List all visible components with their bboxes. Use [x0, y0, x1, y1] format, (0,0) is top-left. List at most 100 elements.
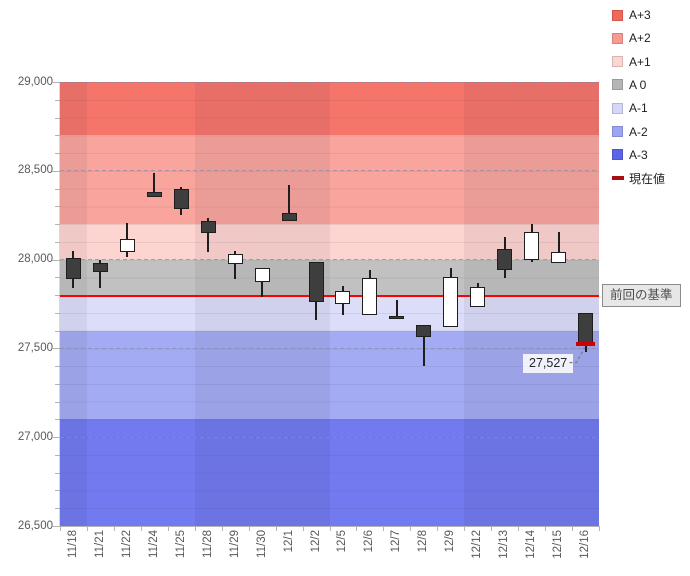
legend-swatch	[612, 79, 623, 91]
legend-label: A-1	[629, 101, 648, 116]
x-tick	[356, 526, 358, 531]
legend-item: A+1	[612, 55, 651, 69]
legend-current-value-marker	[612, 176, 624, 180]
legend-item: A-3	[612, 148, 648, 162]
week-shade	[60, 82, 87, 526]
candle-body	[362, 278, 378, 315]
x-axis-label: 11/21	[93, 530, 106, 558]
x-axis-label: 11/28	[201, 530, 214, 558]
y-tick	[55, 277, 60, 279]
gridline	[60, 170, 599, 172]
y-axis-label: 27,500	[17, 341, 53, 354]
y-tick	[55, 366, 60, 368]
x-tick	[545, 526, 547, 531]
x-tick	[518, 526, 520, 531]
x-axis-label: 12/5	[336, 530, 349, 553]
candle-wick	[288, 185, 291, 221]
candle-wick	[234, 250, 237, 280]
legend-label: A-3	[629, 147, 648, 162]
gridline	[60, 259, 599, 261]
y-tick	[55, 188, 60, 190]
gridline	[60, 82, 599, 83]
plot-area	[60, 82, 599, 526]
candle-body	[308, 262, 324, 303]
candle-body	[578, 312, 594, 344]
x-tick	[248, 526, 250, 531]
candle-body	[92, 263, 108, 273]
y-tick	[52, 437, 60, 439]
y-axis-label: 28,000	[17, 253, 53, 266]
y-tick	[55, 383, 60, 385]
y-tick	[55, 454, 60, 456]
candle-body	[416, 325, 432, 337]
x-tick	[329, 526, 331, 531]
y-tick	[55, 206, 60, 208]
legend-label: A+2	[629, 31, 651, 46]
y-tick	[55, 224, 60, 226]
y-tick	[55, 330, 60, 332]
candle-body	[443, 277, 459, 328]
x-axis-label: 11/18	[66, 530, 79, 558]
legend-label: A-2	[629, 124, 648, 139]
candle-body	[281, 213, 297, 221]
x-tick	[437, 526, 439, 531]
y-tick	[55, 312, 60, 314]
legend-swatch	[612, 102, 623, 114]
y-tick	[55, 295, 60, 297]
legend-swatch	[612, 149, 623, 161]
candle-body	[497, 248, 513, 271]
candle-body	[146, 192, 162, 198]
candle-body	[119, 239, 135, 252]
candle-body	[551, 251, 567, 264]
y-axis-label: 28,500	[17, 164, 53, 177]
x-tick	[302, 526, 304, 531]
legend-swatch	[612, 126, 623, 137]
x-axis-label: 11/30	[255, 530, 268, 558]
x-tick	[491, 526, 493, 531]
candle-wick	[207, 217, 210, 253]
y-tick	[55, 472, 60, 474]
legend-item: 現在値	[612, 171, 665, 186]
gridline	[60, 347, 599, 349]
current-value-marker	[576, 342, 596, 346]
y-tick	[52, 526, 60, 527]
candle-body	[335, 290, 351, 304]
candle-wick	[99, 259, 102, 288]
x-axis-label: 11/29	[228, 530, 241, 558]
legend-item: A-1	[612, 101, 648, 115]
legend-swatch	[612, 56, 623, 68]
x-axis-label: 11/22	[120, 530, 133, 558]
y-axis-label: 26,500	[17, 519, 53, 532]
week-shade	[464, 82, 599, 526]
legend-swatch	[612, 32, 623, 44]
x-axis-label: 12/9	[444, 530, 457, 553]
week-shade	[194, 82, 330, 526]
x-axis-label: 11/24	[147, 530, 160, 558]
legend-label: A 0	[629, 77, 647, 92]
band-a+3	[60, 82, 599, 136]
y-tick	[55, 401, 60, 403]
y-axis-label: 27,000	[17, 430, 53, 443]
x-axis-label: 12/13	[498, 530, 511, 559]
candle-body	[524, 232, 540, 261]
y-axis-label: 29,000	[17, 75, 53, 88]
y-tick	[55, 153, 60, 155]
y-tick	[52, 170, 60, 172]
x-tick	[221, 526, 223, 531]
x-tick	[572, 526, 574, 531]
x-axis-label: 12/14	[525, 530, 538, 559]
candle-wick	[395, 299, 398, 320]
x-axis-label: 12/16	[579, 530, 592, 559]
y-tick	[55, 490, 60, 492]
x-tick	[275, 526, 277, 531]
candle-body	[65, 257, 81, 280]
band-strip-lines	[60, 82, 599, 526]
candle-body	[173, 189, 189, 209]
legend-label: A+1	[629, 54, 651, 69]
y-tick	[52, 82, 60, 83]
x-axis-label: 12/8	[417, 530, 430, 553]
legend-item: A+3	[612, 8, 651, 22]
y-tick	[55, 99, 60, 101]
x-axis-label: 12/6	[363, 530, 376, 553]
baseline-reference-label: 前回の基準	[602, 284, 681, 307]
